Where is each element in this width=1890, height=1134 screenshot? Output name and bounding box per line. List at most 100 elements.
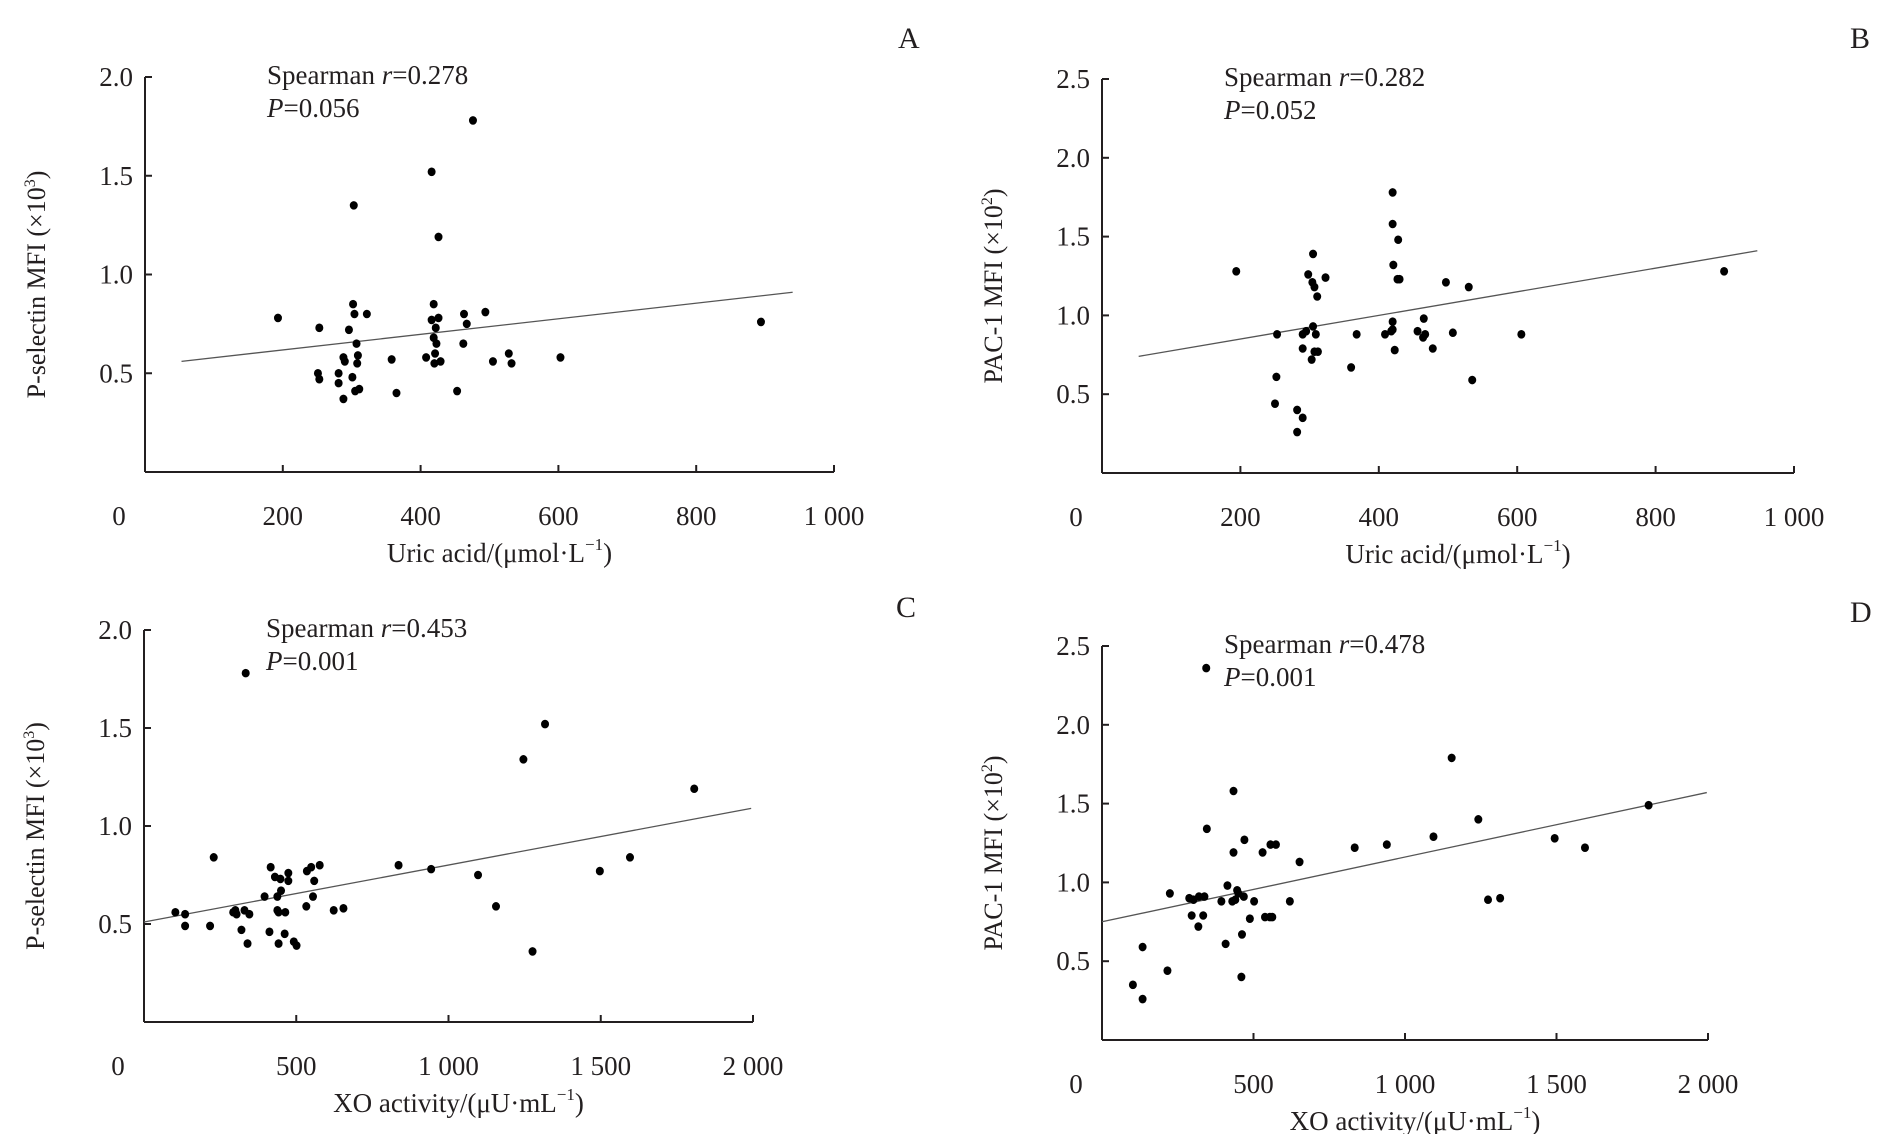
data-point bbox=[1419, 314, 1428, 323]
data-point bbox=[1239, 892, 1248, 901]
x-tick-label: 0 bbox=[1069, 502, 1083, 532]
data-point bbox=[453, 386, 462, 396]
x-axis-label: Uric acid/(μmol·L−1) bbox=[1345, 536, 1570, 569]
data-point bbox=[1484, 895, 1493, 905]
data-point bbox=[1200, 892, 1209, 901]
data-point bbox=[206, 921, 215, 931]
data-point bbox=[1258, 848, 1267, 857]
y-axis-label: P-selectin MFI (×103) bbox=[21, 722, 50, 950]
data-point bbox=[1644, 800, 1653, 810]
data-point bbox=[1268, 912, 1277, 922]
data-point bbox=[387, 355, 396, 364]
data-point bbox=[1313, 347, 1322, 356]
x-tick-label: 500 bbox=[276, 1051, 317, 1081]
data-point bbox=[595, 866, 604, 876]
data-point bbox=[1250, 897, 1259, 906]
panel-b: B 0 200 400 600 800 1 000 0.5 1.0 1.5 2.0 2.5 Uric a… bbox=[979, 22, 1870, 569]
data-point bbox=[353, 359, 362, 368]
y-tick-label: 2.0 bbox=[1056, 143, 1090, 173]
data-point bbox=[1310, 282, 1319, 292]
data-point bbox=[1389, 260, 1398, 270]
x-tick-label: 500 bbox=[1233, 1069, 1274, 1099]
data-point bbox=[274, 939, 283, 948]
data-point bbox=[1293, 427, 1302, 437]
data-point bbox=[315, 860, 324, 870]
data-point bbox=[1237, 972, 1246, 982]
panel-d: D 0 500 1 000 1 500 2 000 0.5 1.0 1.5 2.0 2.5 XO ac… bbox=[979, 596, 1872, 1134]
data-point bbox=[362, 309, 371, 319]
data-point bbox=[556, 353, 565, 362]
data-point bbox=[1447, 753, 1456, 763]
y-tick-label: 2.0 bbox=[98, 615, 132, 645]
x-tick-label: 800 bbox=[676, 501, 717, 531]
data-point bbox=[1413, 326, 1422, 336]
data-point bbox=[1202, 663, 1211, 673]
data-point bbox=[1394, 235, 1403, 245]
y-axis-label-exponent: 2 bbox=[979, 764, 996, 772]
data-point bbox=[348, 372, 357, 382]
data-point bbox=[241, 668, 250, 678]
p-value-annotation: P=0.001 bbox=[265, 646, 358, 676]
data-point bbox=[310, 876, 319, 886]
data-point bbox=[460, 309, 469, 319]
data-point bbox=[1138, 994, 1147, 1004]
data-point bbox=[431, 323, 440, 333]
y-axis-label: P-selectin MFI (×103) bbox=[22, 171, 51, 399]
data-point bbox=[1350, 843, 1359, 853]
panel-letter: B bbox=[1850, 22, 1870, 55]
data-point bbox=[352, 339, 361, 348]
data-point bbox=[427, 864, 436, 874]
data-point bbox=[1298, 413, 1307, 423]
x-tick-label: 0 bbox=[111, 1051, 125, 1081]
x-tick-label: 1 000 bbox=[804, 501, 865, 531]
data-point bbox=[353, 351, 362, 360]
p-value-annotation: P=0.052 bbox=[1223, 95, 1316, 125]
y-tick-label: 0.5 bbox=[99, 358, 133, 388]
data-point bbox=[427, 167, 436, 177]
data-point bbox=[1304, 270, 1313, 279]
x-axis-label-exponent: −1 bbox=[557, 1085, 575, 1104]
data-point bbox=[1381, 330, 1390, 339]
data-point bbox=[1223, 881, 1232, 890]
data-point bbox=[1441, 278, 1450, 287]
y-axis-label-main: P-selectin MFI (×10 bbox=[21, 739, 50, 950]
panel-c: C 0 500 1 000 1 500 2 000 0.5 1.0 1.5 2.0 XO activ… bbox=[21, 591, 916, 1118]
data-point bbox=[1298, 344, 1307, 353]
x-axis-label: XO activity/(μU·mL−1) bbox=[333, 1085, 584, 1118]
data-point bbox=[1307, 355, 1316, 364]
x-axis-label-main: Uric acid/(μmol·L bbox=[1345, 539, 1543, 569]
data-point bbox=[1347, 363, 1356, 372]
data-point bbox=[344, 325, 353, 335]
data-point bbox=[281, 907, 290, 917]
data-point bbox=[690, 784, 699, 794]
y-tick-label: 0.5 bbox=[98, 909, 132, 939]
panel-letter: D bbox=[1850, 596, 1872, 629]
data-point bbox=[350, 309, 359, 319]
x-tick-label: 200 bbox=[263, 501, 304, 531]
data-point bbox=[1720, 266, 1729, 276]
trend-line bbox=[1138, 250, 1758, 358]
x-axis-label: XO activity/(μU·mL−1) bbox=[1290, 1103, 1541, 1134]
data-point bbox=[266, 862, 275, 872]
data-point bbox=[1217, 897, 1226, 906]
data-point bbox=[1295, 857, 1304, 867]
data-point bbox=[468, 116, 477, 125]
data-point bbox=[308, 892, 317, 901]
data-point bbox=[265, 927, 274, 937]
x-tick-label: 1 000 bbox=[1375, 1069, 1436, 1099]
panel-letter: C bbox=[896, 591, 916, 624]
data-point bbox=[329, 905, 338, 915]
data-point bbox=[1464, 282, 1473, 292]
data-point bbox=[292, 941, 301, 950]
data-point bbox=[355, 384, 364, 394]
trend-line bbox=[143, 807, 752, 923]
y-tick-label: 1.5 bbox=[98, 713, 132, 743]
x-tick-label: 0 bbox=[1069, 1069, 1083, 1099]
data-point bbox=[237, 925, 246, 935]
y-axis-label-main: PAC-1 MFI (×10 bbox=[979, 772, 1008, 950]
data-point bbox=[625, 853, 634, 862]
y-axis-label-exponent: 3 bbox=[22, 179, 39, 187]
data-point bbox=[274, 907, 283, 917]
data-point bbox=[528, 947, 537, 956]
data-point bbox=[260, 892, 269, 901]
